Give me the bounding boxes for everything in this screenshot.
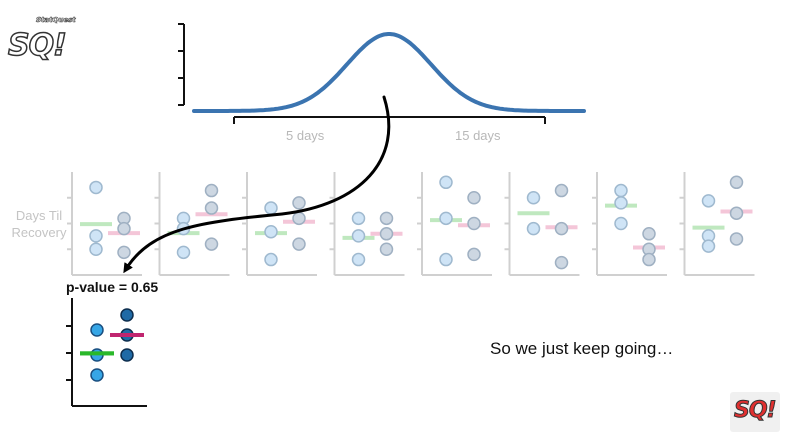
- tick-label-5-days: 5 days: [286, 128, 325, 143]
- data-point-dark: [292, 211, 306, 226]
- normal-curve: [192, 32, 586, 113]
- data-point-light: [526, 221, 541, 236]
- data-point-dark: [729, 175, 744, 190]
- data-point-light: [614, 183, 628, 198]
- data-point-dark: [467, 247, 481, 262]
- data-point-dark: [117, 245, 131, 260]
- experiment-panel: [417, 172, 492, 276]
- data-point-light: [176, 245, 191, 260]
- data-point-light: [89, 229, 103, 243]
- data-point-light: [264, 252, 278, 267]
- result-plot: [66, 298, 147, 407]
- data-point-dark: [467, 191, 481, 205]
- logo-text: SQ!: [7, 27, 67, 64]
- data-point-light: [89, 180, 103, 195]
- data-point-light: [439, 175, 453, 190]
- data-point-dark: [729, 232, 744, 246]
- data-point-dark: [642, 252, 656, 267]
- p-value-label: p-value = 0.65: [66, 279, 159, 295]
- data-point-light: [701, 239, 716, 253]
- data-point-dark: [379, 242, 394, 256]
- curved-arrow: [123, 95, 391, 274]
- statquest-logo-bottom: SQ!: [730, 392, 780, 432]
- data-point-light: [439, 252, 453, 267]
- data-point-light: [90, 368, 104, 382]
- data-point-light: [614, 216, 628, 231]
- data-point-light: [526, 191, 541, 205]
- experiment-panel: [592, 172, 667, 276]
- data-point-light: [264, 201, 278, 215]
- data-point-dark: [554, 255, 569, 270]
- experiment-panel: [504, 172, 580, 276]
- experiment-panel: [329, 172, 405, 276]
- data-point-dark: [554, 183, 569, 198]
- data-point-dark: [554, 221, 569, 236]
- data-point-light: [89, 242, 103, 256]
- data-point-dark: [204, 237, 219, 251]
- data-point-dark: [292, 237, 306, 251]
- data-point-dark: [467, 216, 481, 231]
- data-point-dark: [642, 227, 656, 241]
- y-axis-label: Days Til Recovery: [11, 208, 67, 240]
- data-point-dark: [292, 196, 306, 210]
- data-point-dark: [204, 201, 219, 215]
- data-point-light: [351, 211, 366, 226]
- data-point-light: [264, 224, 278, 239]
- logo-small-text: StatQuest: [36, 16, 76, 25]
- experiment-panels: [67, 172, 755, 276]
- data-point-light: [439, 211, 453, 226]
- distribution-plot: [178, 23, 586, 124]
- data-point-light: [701, 194, 716, 208]
- data-point-light: [614, 196, 628, 210]
- data-point-light: [351, 252, 366, 267]
- experiment-panel: [242, 172, 317, 276]
- data-point-dark: [120, 348, 134, 362]
- data-point-dark: [729, 206, 744, 220]
- statquest-logo-top: StatQuest SQ!: [6, 14, 76, 72]
- data-point-dark: [120, 308, 134, 322]
- experiment-panel: [67, 172, 142, 276]
- data-point-dark: [117, 221, 131, 236]
- data-point-dark: [204, 183, 219, 198]
- tick-label-15-days: 15 days: [455, 128, 501, 143]
- experiment-panel: [679, 172, 755, 276]
- caption-text: So we just keep going…: [490, 339, 674, 358]
- data-point-dark: [379, 211, 394, 226]
- data-point-light: [351, 229, 366, 243]
- logo-bottom-text: SQ!: [734, 398, 778, 424]
- experiment-panel: [154, 172, 230, 276]
- data-point-light: [90, 323, 104, 337]
- data-point-dark: [379, 227, 394, 241]
